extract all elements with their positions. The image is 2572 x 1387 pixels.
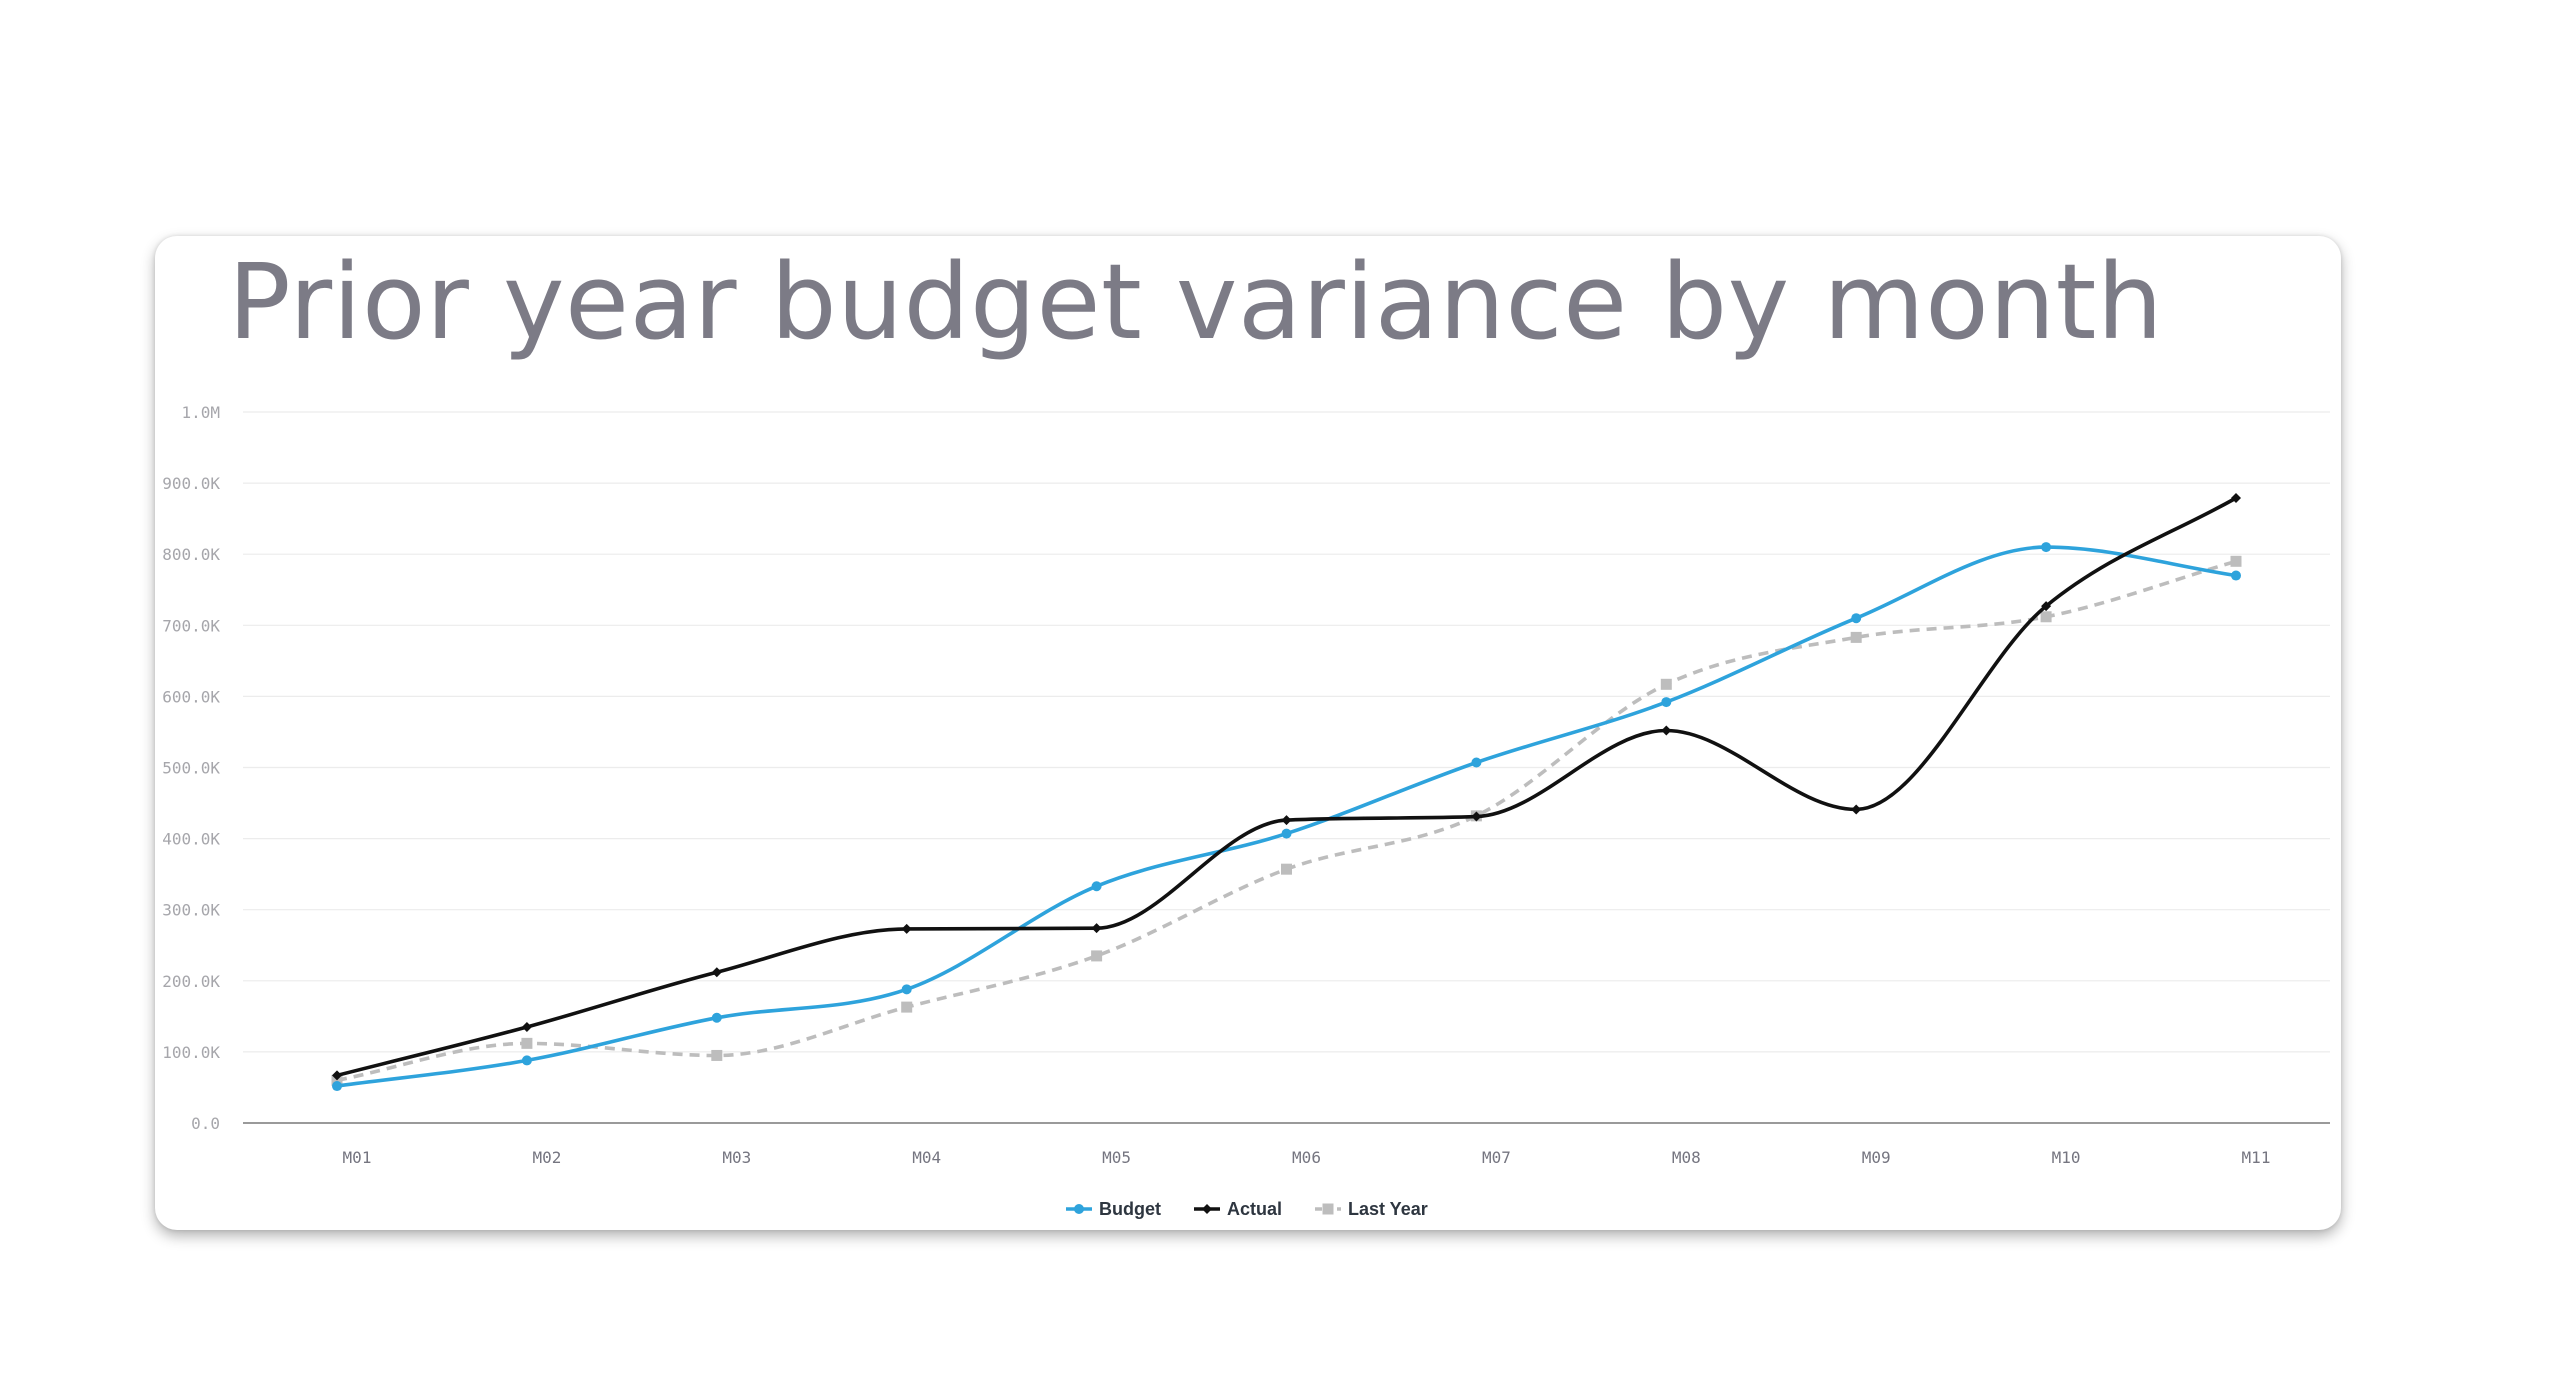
x-tick-label: M03 xyxy=(722,1148,751,1167)
data-point xyxy=(711,1049,723,1061)
data-point xyxy=(901,923,912,934)
y-tick-label: 500.0K xyxy=(162,759,220,778)
data-point xyxy=(1091,950,1103,962)
y-tick-label: 700.0K xyxy=(162,616,220,635)
legend-marker xyxy=(1074,1204,1084,1214)
data-point xyxy=(521,1037,533,1049)
series-lines xyxy=(331,493,2242,1092)
x-tick-label: M05 xyxy=(1102,1148,1131,1167)
legend-item-budget[interactable]: Budget xyxy=(1066,1199,1161,1219)
x-tick-label: M02 xyxy=(532,1148,561,1167)
chart-card xyxy=(155,236,2341,1230)
data-point xyxy=(1661,725,1672,736)
data-point xyxy=(1281,863,1292,875)
data-point xyxy=(1851,613,1862,624)
y-tick-label: 900.0K xyxy=(162,474,220,493)
data-point xyxy=(1281,815,1292,826)
x-tick-label: M10 xyxy=(2052,1148,2081,1167)
y-tick-label: 300.0K xyxy=(162,901,220,920)
data-point xyxy=(2040,611,2052,623)
y-tick-label: 200.0K xyxy=(162,972,220,991)
x-tick-label: M06 xyxy=(1292,1148,1321,1167)
y-tick-label: 400.0K xyxy=(162,830,220,849)
series-line xyxy=(335,496,2238,1078)
series-budget xyxy=(332,542,2241,1092)
chart-title: Prior year budget variance by month xyxy=(228,241,2164,363)
y-axis-ticks: 0.0 100.0K 200.0K 300.0K 400.0K 500.0K 600.0K 7… xyxy=(162,403,220,1133)
legend-marker xyxy=(1322,1203,1334,1215)
y-tick-label: 600.0K xyxy=(162,687,220,706)
x-tick-label: M11 xyxy=(2242,1148,2271,1167)
data-point xyxy=(2041,542,2052,553)
data-point xyxy=(1091,923,1102,934)
legend-label: Last Year xyxy=(1348,1199,1428,1219)
data-point xyxy=(1281,828,1292,839)
data-point xyxy=(1661,697,1672,708)
data-point xyxy=(1851,804,1862,815)
data-point xyxy=(2230,555,2242,567)
data-point xyxy=(2231,570,2241,581)
x-tick-label: M01 xyxy=(343,1148,372,1167)
legend-item-actual[interactable]: Actual xyxy=(1194,1199,1282,1219)
gridlines xyxy=(243,411,2330,1124)
series-actual xyxy=(332,493,2241,1081)
y-tick-label: 100.0K xyxy=(162,1043,220,1062)
data-point xyxy=(332,1081,342,1092)
x-axis-ticks: M01 M02 M03 M04 M05 M06 M07 M08 M09 M10 M11 xyxy=(343,1148,2271,1167)
data-point xyxy=(521,1022,532,1033)
data-point xyxy=(332,1070,342,1081)
data-point xyxy=(1091,881,1102,892)
legend-label: Budget xyxy=(1099,1199,1161,1219)
legend: Budget Actual Last Year xyxy=(1066,1199,1428,1219)
y-tick-label: 800.0K xyxy=(162,545,220,564)
data-point xyxy=(711,1012,722,1023)
x-tick-label: M07 xyxy=(1482,1148,1511,1167)
data-point xyxy=(1850,631,1862,643)
data-point xyxy=(521,1055,532,1066)
data-point xyxy=(711,967,722,978)
legend-item-last-year[interactable]: Last Year xyxy=(1315,1199,1428,1219)
x-tick-label: M08 xyxy=(1672,1148,1701,1167)
y-tick-label: 1.0M xyxy=(181,403,220,422)
legend-label: Actual xyxy=(1227,1199,1282,1219)
legend-marker xyxy=(1202,1204,1212,1214)
data-point xyxy=(1660,678,1672,690)
y-tick-label: 0.0 xyxy=(191,1114,220,1133)
data-point xyxy=(1471,811,1482,822)
x-tick-label: M09 xyxy=(1862,1148,1891,1167)
data-point xyxy=(901,984,912,995)
data-point xyxy=(2231,493,2241,504)
data-point xyxy=(901,1001,913,1013)
data-point xyxy=(2041,601,2052,612)
data-point xyxy=(1471,757,1482,768)
x-tick-label: M04 xyxy=(912,1148,941,1167)
